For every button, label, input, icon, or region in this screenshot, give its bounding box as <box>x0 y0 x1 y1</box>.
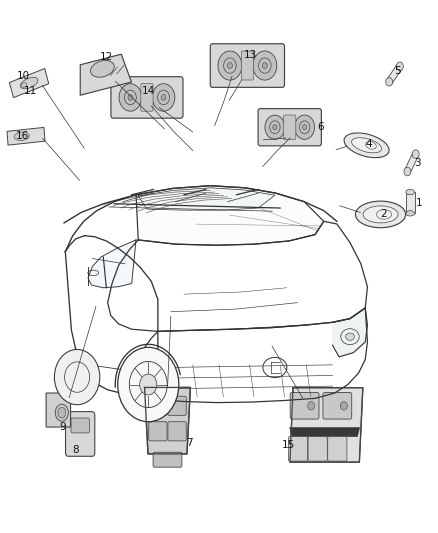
Ellipse shape <box>363 206 398 223</box>
Ellipse shape <box>58 407 66 418</box>
Ellipse shape <box>406 189 415 195</box>
Polygon shape <box>7 127 45 145</box>
FancyBboxPatch shape <box>328 437 347 461</box>
Polygon shape <box>406 192 415 213</box>
Polygon shape <box>9 69 49 98</box>
Polygon shape <box>145 387 191 454</box>
Circle shape <box>253 51 277 80</box>
Text: 16: 16 <box>16 131 29 141</box>
FancyBboxPatch shape <box>210 44 285 87</box>
Polygon shape <box>46 393 71 427</box>
FancyBboxPatch shape <box>149 396 167 415</box>
FancyBboxPatch shape <box>241 51 254 80</box>
Circle shape <box>295 115 314 139</box>
Polygon shape <box>290 387 363 462</box>
Circle shape <box>161 94 166 100</box>
Circle shape <box>273 125 277 130</box>
Ellipse shape <box>20 77 38 89</box>
Ellipse shape <box>406 211 415 216</box>
Text: 14: 14 <box>141 86 155 96</box>
FancyBboxPatch shape <box>284 115 296 140</box>
Ellipse shape <box>346 333 354 341</box>
FancyBboxPatch shape <box>323 392 352 419</box>
Text: 1: 1 <box>416 198 422 208</box>
Circle shape <box>152 84 175 111</box>
FancyBboxPatch shape <box>168 422 186 441</box>
Text: 5: 5 <box>394 66 400 76</box>
Text: 7: 7 <box>187 438 193 448</box>
FancyBboxPatch shape <box>290 392 319 419</box>
Polygon shape <box>88 240 136 288</box>
Text: 12: 12 <box>100 52 113 61</box>
Text: 9: 9 <box>60 422 67 432</box>
Polygon shape <box>405 152 418 173</box>
FancyBboxPatch shape <box>168 396 186 415</box>
Text: 8: 8 <box>72 445 79 455</box>
Ellipse shape <box>14 132 29 141</box>
Ellipse shape <box>396 62 403 70</box>
Text: 2: 2 <box>381 209 387 220</box>
Circle shape <box>218 51 242 80</box>
FancyBboxPatch shape <box>308 437 327 461</box>
FancyBboxPatch shape <box>141 84 153 111</box>
FancyBboxPatch shape <box>288 437 307 461</box>
Text: 4: 4 <box>365 139 372 149</box>
Text: 11: 11 <box>24 86 37 96</box>
Polygon shape <box>290 427 360 437</box>
Polygon shape <box>80 54 131 95</box>
Ellipse shape <box>352 138 381 153</box>
Circle shape <box>227 62 233 69</box>
Text: 6: 6 <box>317 122 324 132</box>
Ellipse shape <box>412 150 419 158</box>
Circle shape <box>265 115 285 139</box>
Text: 10: 10 <box>17 71 30 81</box>
Ellipse shape <box>55 404 68 421</box>
Circle shape <box>303 125 307 130</box>
Ellipse shape <box>91 60 114 77</box>
Circle shape <box>118 348 179 422</box>
Ellipse shape <box>356 201 406 228</box>
Ellipse shape <box>386 77 393 86</box>
FancyBboxPatch shape <box>66 411 95 456</box>
Ellipse shape <box>404 167 411 176</box>
FancyBboxPatch shape <box>258 109 321 146</box>
FancyBboxPatch shape <box>157 377 178 389</box>
Circle shape <box>262 62 267 69</box>
Circle shape <box>140 374 157 395</box>
Circle shape <box>340 401 347 410</box>
Text: 15: 15 <box>281 440 295 450</box>
Polygon shape <box>387 64 402 84</box>
Circle shape <box>307 401 314 410</box>
FancyBboxPatch shape <box>71 418 89 433</box>
FancyBboxPatch shape <box>111 77 183 118</box>
Ellipse shape <box>344 133 389 158</box>
Polygon shape <box>136 185 324 245</box>
FancyBboxPatch shape <box>153 453 182 467</box>
Polygon shape <box>138 188 275 210</box>
Text: 13: 13 <box>244 50 257 60</box>
Polygon shape <box>332 308 367 357</box>
FancyBboxPatch shape <box>149 422 167 441</box>
Text: 3: 3 <box>414 158 421 168</box>
Circle shape <box>54 350 100 405</box>
Circle shape <box>119 84 141 111</box>
Circle shape <box>128 94 133 100</box>
